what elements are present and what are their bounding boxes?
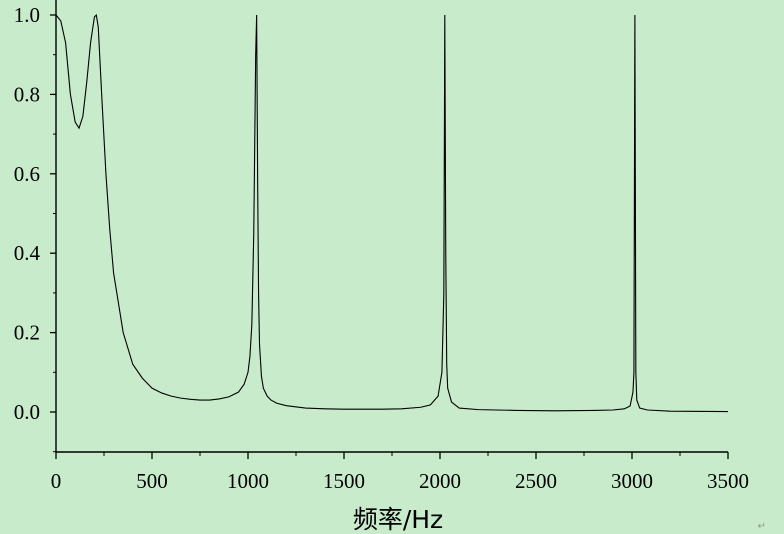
x-axis-title: 频率/Hz <box>353 505 443 534</box>
x-tick-label: 3500 <box>707 469 749 493</box>
y-tick-label: 0.0 <box>14 400 40 424</box>
x-tick-label: 1500 <box>323 469 365 493</box>
y-ticks <box>50 14 56 453</box>
x-tick-label: 3000 <box>611 469 653 493</box>
response-curve <box>55 13 729 413</box>
x-tick-label: 1000 <box>227 469 269 493</box>
y-tick-label: 0.6 <box>14 162 40 186</box>
y-tick-label: 0.4 <box>14 241 41 265</box>
x-tick-label: 2000 <box>419 469 461 493</box>
y-tick-label: 1.0 <box>14 3 40 27</box>
y-tick-label: 0.2 <box>14 321 40 345</box>
x-tick-label: 500 <box>136 469 168 493</box>
y-tick-label: 0.8 <box>14 82 40 106</box>
x-ticks <box>55 452 729 459</box>
x-tick-label: 2500 <box>515 469 557 493</box>
x-tick-labels: 0 500 1000 1500 2000 2500 3000 3500 <box>51 469 749 493</box>
paragraph-mark: ↵ <box>757 521 766 532</box>
y-tick-labels: 0.0 0.2 0.4 0.6 0.8 1.0 <box>14 3 41 424</box>
x-tick-label: 0 <box>51 469 62 493</box>
